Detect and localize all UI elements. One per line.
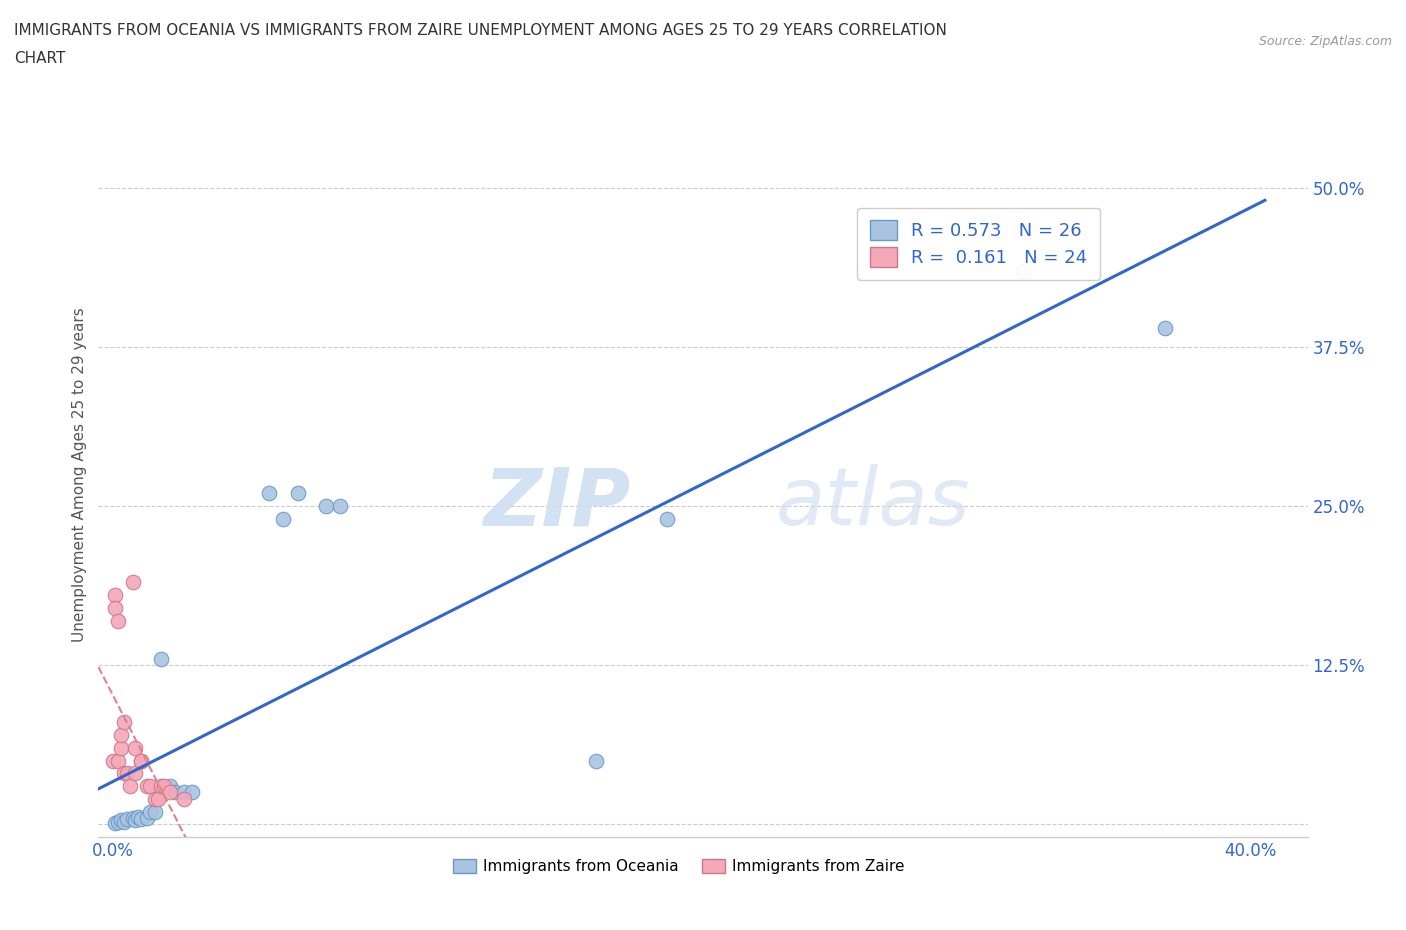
Point (129, 753, 152, 768)
Point (138, 804, 160, 819)
Legend: Immigrants from Oceania, Immigrants from Zaire: Immigrants from Oceania, Immigrants from… (447, 853, 911, 880)
Point (165, 785, 187, 800)
Text: atlas: atlas (776, 464, 970, 542)
Point (110, 813, 132, 828)
Point (104, 816, 127, 830)
Point (1154, 321, 1177, 336)
Point (257, 486, 280, 501)
Point (135, 810, 157, 825)
Point (150, 651, 173, 666)
Point (150, 778, 173, 793)
Point (104, 588, 127, 603)
Point (124, 813, 146, 828)
Text: CHART: CHART (14, 51, 66, 66)
Point (273, 512, 295, 526)
Point (287, 486, 309, 501)
Point (112, 715, 135, 730)
Point (121, 810, 143, 825)
Point (104, 601, 127, 616)
Point (124, 766, 146, 781)
Point (143, 791, 166, 806)
Point (173, 791, 195, 806)
Point (1012, 263, 1035, 278)
Text: IMMIGRANTS FROM OCEANIA VS IMMIGRANTS FROM ZAIRE UNEMPLOYMENT AMONG AGES 25 TO 2: IMMIGRANTS FROM OCEANIA VS IMMIGRANTS FR… (14, 23, 946, 38)
Point (101, 753, 124, 768)
Point (315, 498, 337, 513)
Point (585, 753, 607, 768)
Point (181, 785, 204, 800)
Point (124, 740, 146, 755)
Point (329, 498, 352, 513)
Point (118, 778, 141, 793)
Point (135, 778, 157, 793)
Point (107, 753, 129, 768)
Point (107, 815, 129, 830)
Point (110, 728, 132, 743)
Point (121, 575, 143, 590)
Point (159, 778, 181, 793)
Point (110, 740, 132, 755)
Point (115, 766, 138, 781)
Text: ZIP: ZIP (484, 464, 630, 542)
Point (173, 785, 195, 800)
Point (159, 785, 181, 800)
Text: Source: ZipAtlas.com: Source: ZipAtlas.com (1258, 35, 1392, 48)
Point (127, 809, 149, 824)
Point (107, 613, 129, 628)
Point (115, 812, 138, 827)
Point (153, 778, 176, 793)
Point (657, 512, 679, 526)
Point (146, 791, 169, 806)
Point (129, 812, 152, 827)
Point (112, 815, 135, 830)
Point (143, 804, 166, 819)
Y-axis label: Unemployment Among Ages 25 to 29 years: Unemployment Among Ages 25 to 29 years (72, 307, 87, 642)
Point (138, 778, 160, 793)
Point (112, 766, 135, 781)
Point (129, 753, 152, 768)
